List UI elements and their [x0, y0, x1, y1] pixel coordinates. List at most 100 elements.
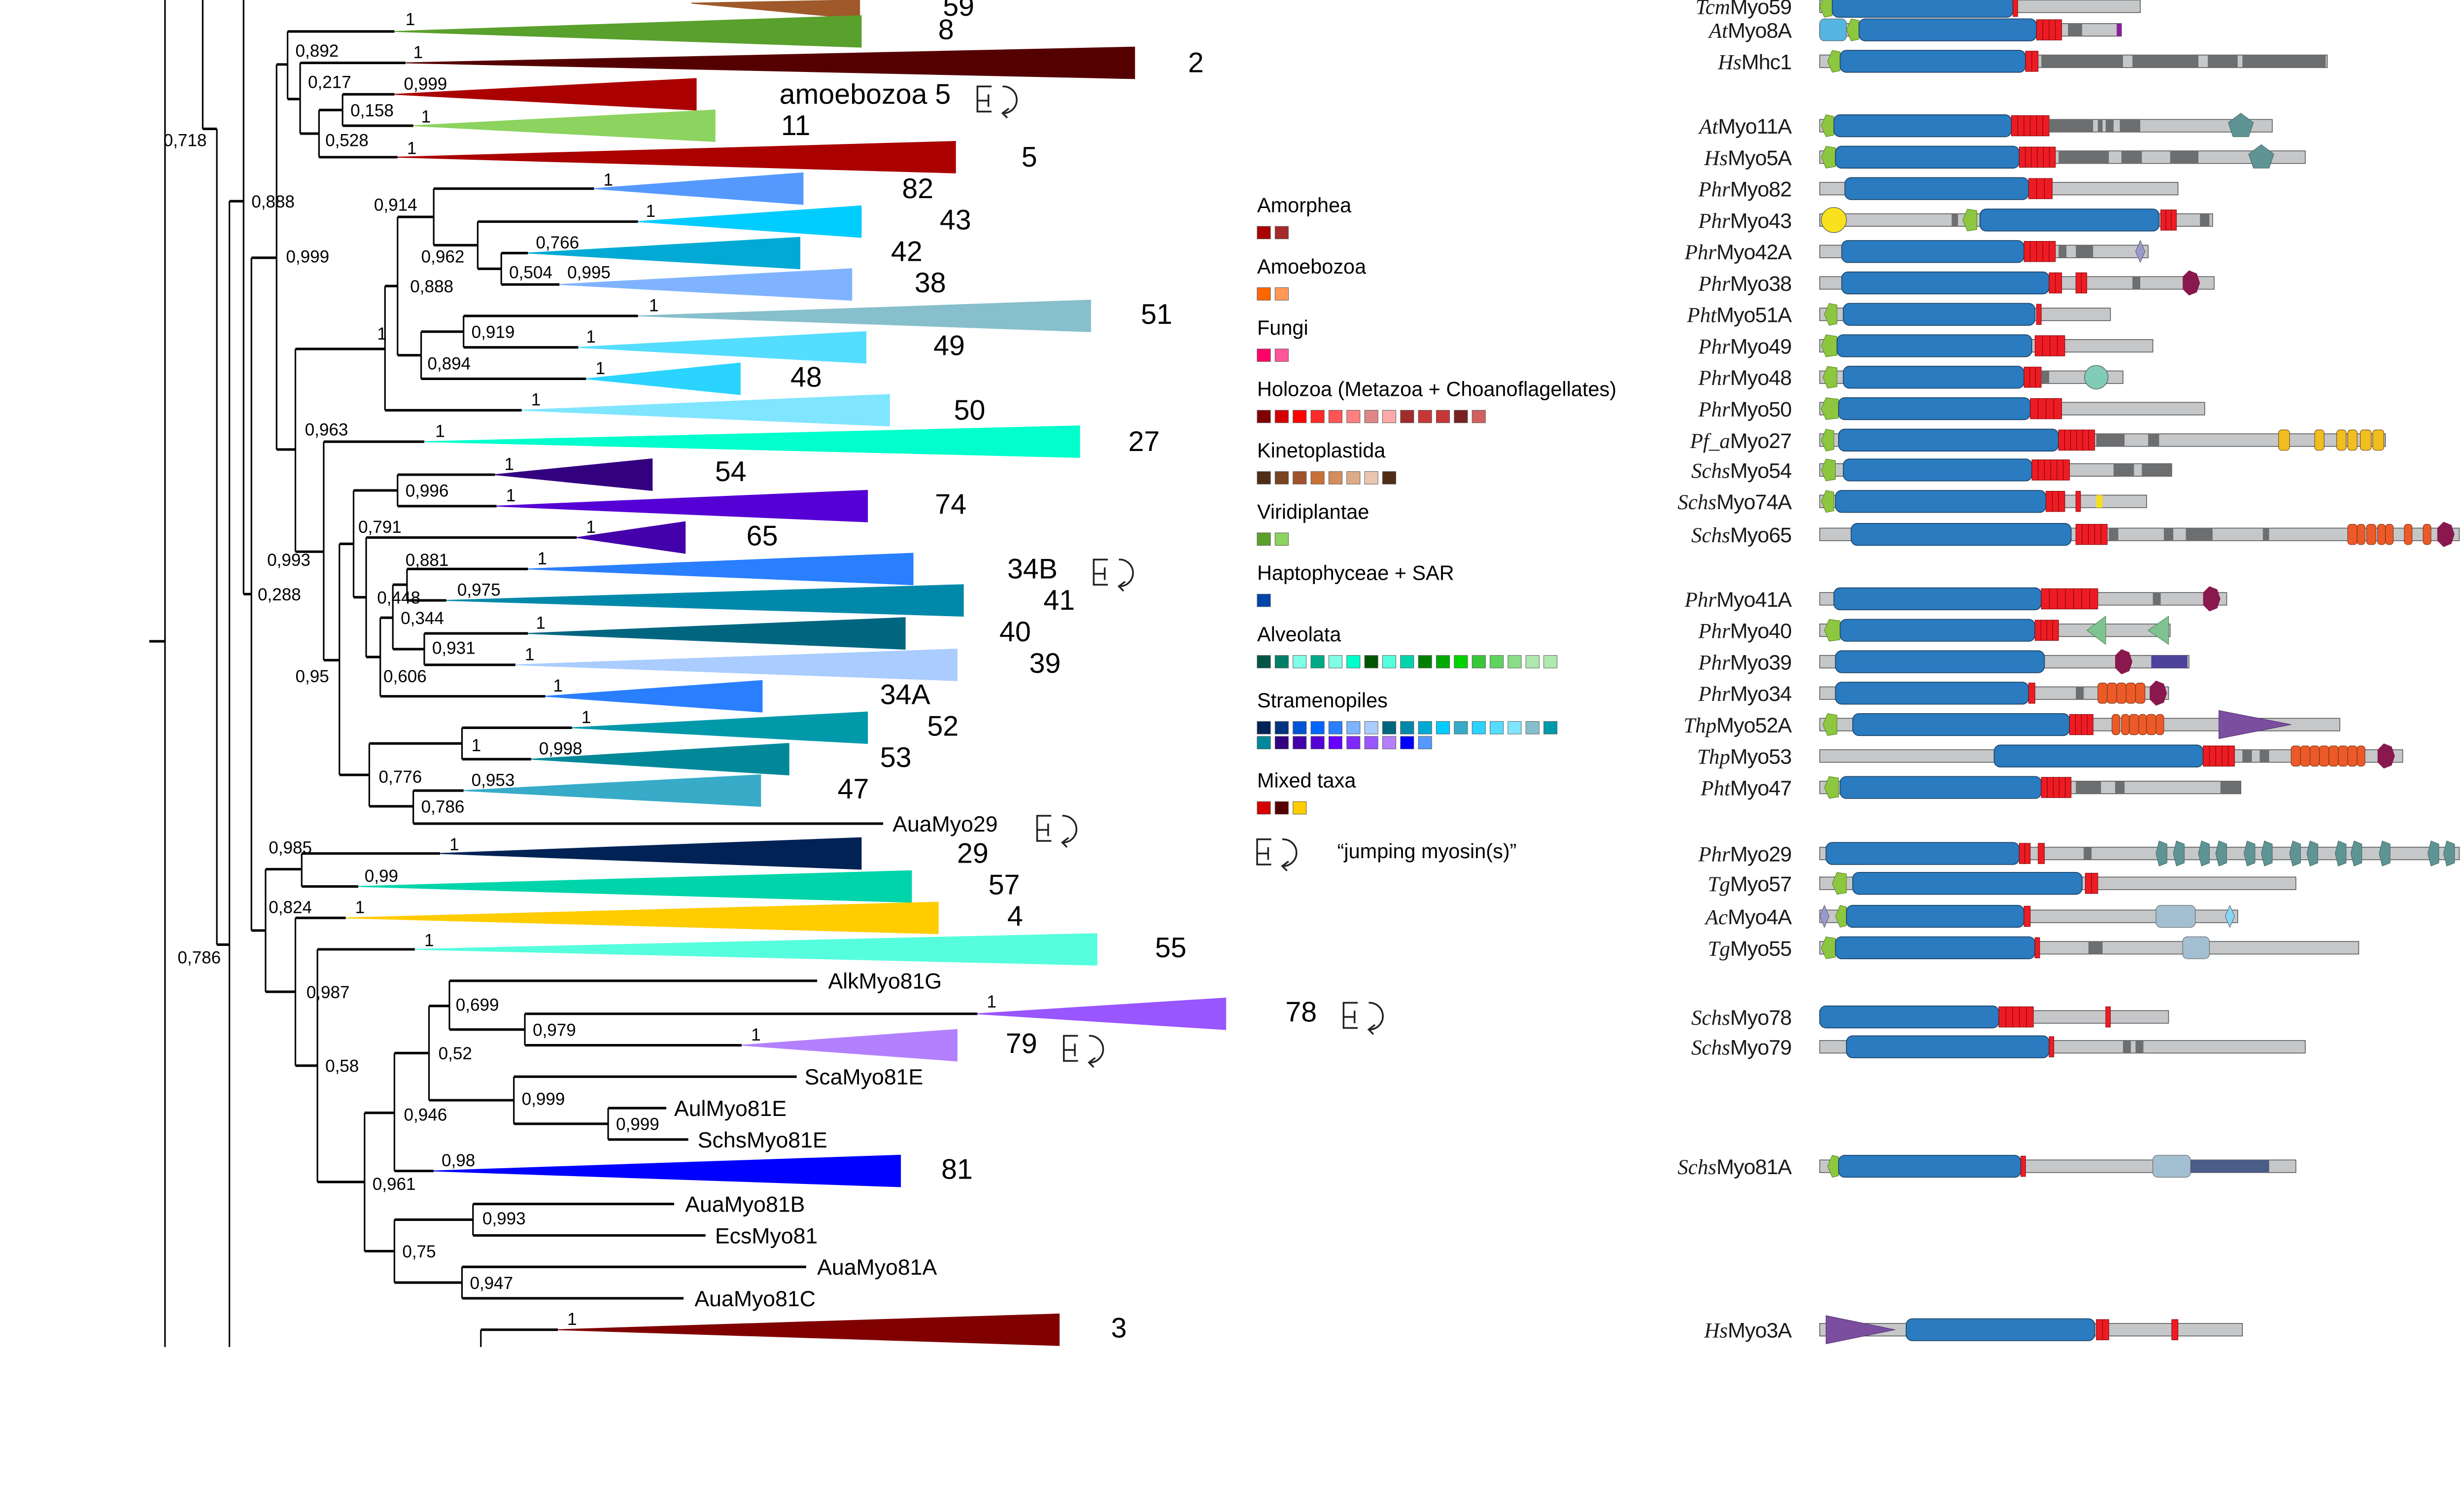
support-value: 0,919: [472, 323, 515, 342]
motor-domain: [1843, 366, 2024, 389]
domain-architecture-row: PhrMyo49: [1698, 334, 2154, 358]
legend-swatch: [1293, 721, 1307, 734]
motor-domain: [1906, 1318, 2095, 1341]
iq-motif: [2023, 905, 2031, 927]
legend-swatch: [1364, 471, 1378, 485]
iq-motif: [2075, 523, 2083, 545]
support-value: 0,504: [509, 263, 552, 282]
iq-motif: [2209, 745, 2216, 766]
motor-domain: [1835, 936, 2036, 959]
motor-domain: [1843, 458, 2032, 482]
repeat-domain: [2278, 429, 2290, 451]
legend-swatch: [1454, 721, 1468, 734]
coiled-coil-segment: [2105, 119, 2114, 132]
clade-label: 65: [747, 520, 778, 552]
domain-architectures: TcmMyo59AtMyo8AHsMhc1AtMyo11AHsMyo5APhrM…: [1677, 0, 2460, 1344]
coiled-coil-segment: [2120, 119, 2141, 132]
clade-label: 27: [1129, 426, 1160, 457]
repeat-hexagon: [2306, 840, 2318, 867]
support-value: 0,914: [374, 195, 417, 214]
clade-label: 52: [927, 710, 958, 742]
coiled-coil-segment: [2153, 592, 2161, 605]
legend-swatch: [1400, 721, 1414, 734]
support-value: 0,888: [410, 277, 453, 296]
species-prefix: Schs: [1691, 1037, 1730, 1060]
support-value: 0,99: [365, 867, 398, 886]
coiled-coil-segment: [2208, 55, 2238, 68]
domain-architecture-row: Pf_aMyo27: [1690, 428, 2386, 453]
clade-label: 8: [938, 14, 954, 46]
support-value: 0,448: [377, 588, 420, 607]
support-value: 1: [506, 486, 516, 505]
clade-triangle: [559, 268, 853, 301]
domain-architecture-row: PhrMyo34: [1698, 680, 2169, 706]
coiled-coil-segment: [2088, 941, 2103, 954]
legend-group-title: Fungi: [1257, 316, 1308, 339]
species-prefix: At: [1698, 115, 1718, 139]
iq-motif: [2011, 115, 2018, 137]
domain-architecture-row: SchsMyo54: [1691, 458, 2172, 483]
support-value: 1: [987, 992, 997, 1011]
clade-label: 39: [1029, 648, 1061, 679]
support-value: 0,158: [350, 101, 394, 120]
clade-label: 50: [954, 394, 986, 426]
iq-motif: [2049, 588, 2058, 610]
iq-motif: [2046, 398, 2054, 419]
protein-label: PhtMyo51A: [1686, 304, 1792, 327]
species-prefix: Pf_a: [1690, 430, 1730, 453]
legend-swatch: [1490, 655, 1504, 668]
species-prefix: Tg: [1708, 873, 1730, 896]
protein-label: PhrMyo42A: [1684, 241, 1792, 264]
repeat-domain: [2347, 429, 2358, 451]
legend-swatch: [1454, 655, 1468, 668]
legend-swatch: [1257, 532, 1271, 546]
motor-domain: [1843, 303, 2036, 326]
iq-motif: [2049, 146, 2056, 168]
repeat-domain: [2129, 714, 2139, 735]
protein-label: SchsMyo54: [1691, 459, 1791, 483]
support-value: 1: [407, 139, 417, 158]
support-value: 0,946: [404, 1106, 447, 1125]
species-prefix: Phr: [1698, 683, 1730, 706]
protein-name: Myo29: [1730, 842, 1791, 866]
clade-label: 4: [1007, 901, 1023, 932]
repeat-domain: [2138, 714, 2147, 735]
legend-swatch: [1328, 471, 1342, 485]
legend-swatch: [1436, 655, 1450, 668]
clade-label: 3: [1111, 1313, 1127, 1344]
motor-domain: [1980, 209, 2160, 232]
iq-motif: [2042, 115, 2050, 137]
protein-name: Myo55: [1730, 937, 1791, 961]
support-value: 1: [377, 324, 387, 344]
clade-triangle: [413, 109, 716, 142]
iq-motif: [2030, 241, 2037, 262]
support-values: 0,718 0,888 0,999 0,288 0,786 1 0,892 1 0,217 0,9…: [164, 10, 996, 1329]
species-prefix: Phr: [1698, 178, 1730, 202]
legend-jumping-label: “jumping myosin(s)”: [1337, 839, 1517, 863]
coiled-coil-segment: [2058, 151, 2109, 164]
clade-label: 79: [1006, 1028, 1037, 1059]
clade-triangle: [691, 0, 860, 20]
species-prefix: Schs: [1691, 524, 1730, 547]
repeat-domain: [2328, 745, 2339, 766]
clade-triangle: [531, 743, 789, 776]
domain-architecture-row: AcMyo4A: [1704, 904, 2238, 929]
kinase-domain: [2219, 710, 2292, 739]
clade-triangle: [528, 237, 801, 270]
iq-motif: [2049, 19, 2056, 40]
legend-swatch: [1293, 471, 1307, 485]
coiled-coil-segment: [2132, 277, 2141, 289]
repeat-domain: [2156, 714, 2164, 735]
support-value: 1: [538, 549, 548, 568]
motor-domain: [1835, 650, 2045, 673]
species-prefix: Phr: [1698, 209, 1730, 233]
support-value: 0,58: [325, 1057, 359, 1076]
clade-triangle: [586, 362, 741, 395]
iq-motif: [2058, 429, 2065, 451]
support-value: 1: [582, 708, 591, 727]
clade-label: 2: [1188, 47, 1204, 79]
legend-swatch: [1400, 655, 1414, 668]
sh3-domain: [1832, 872, 1847, 895]
support-value: 0,344: [401, 609, 444, 628]
